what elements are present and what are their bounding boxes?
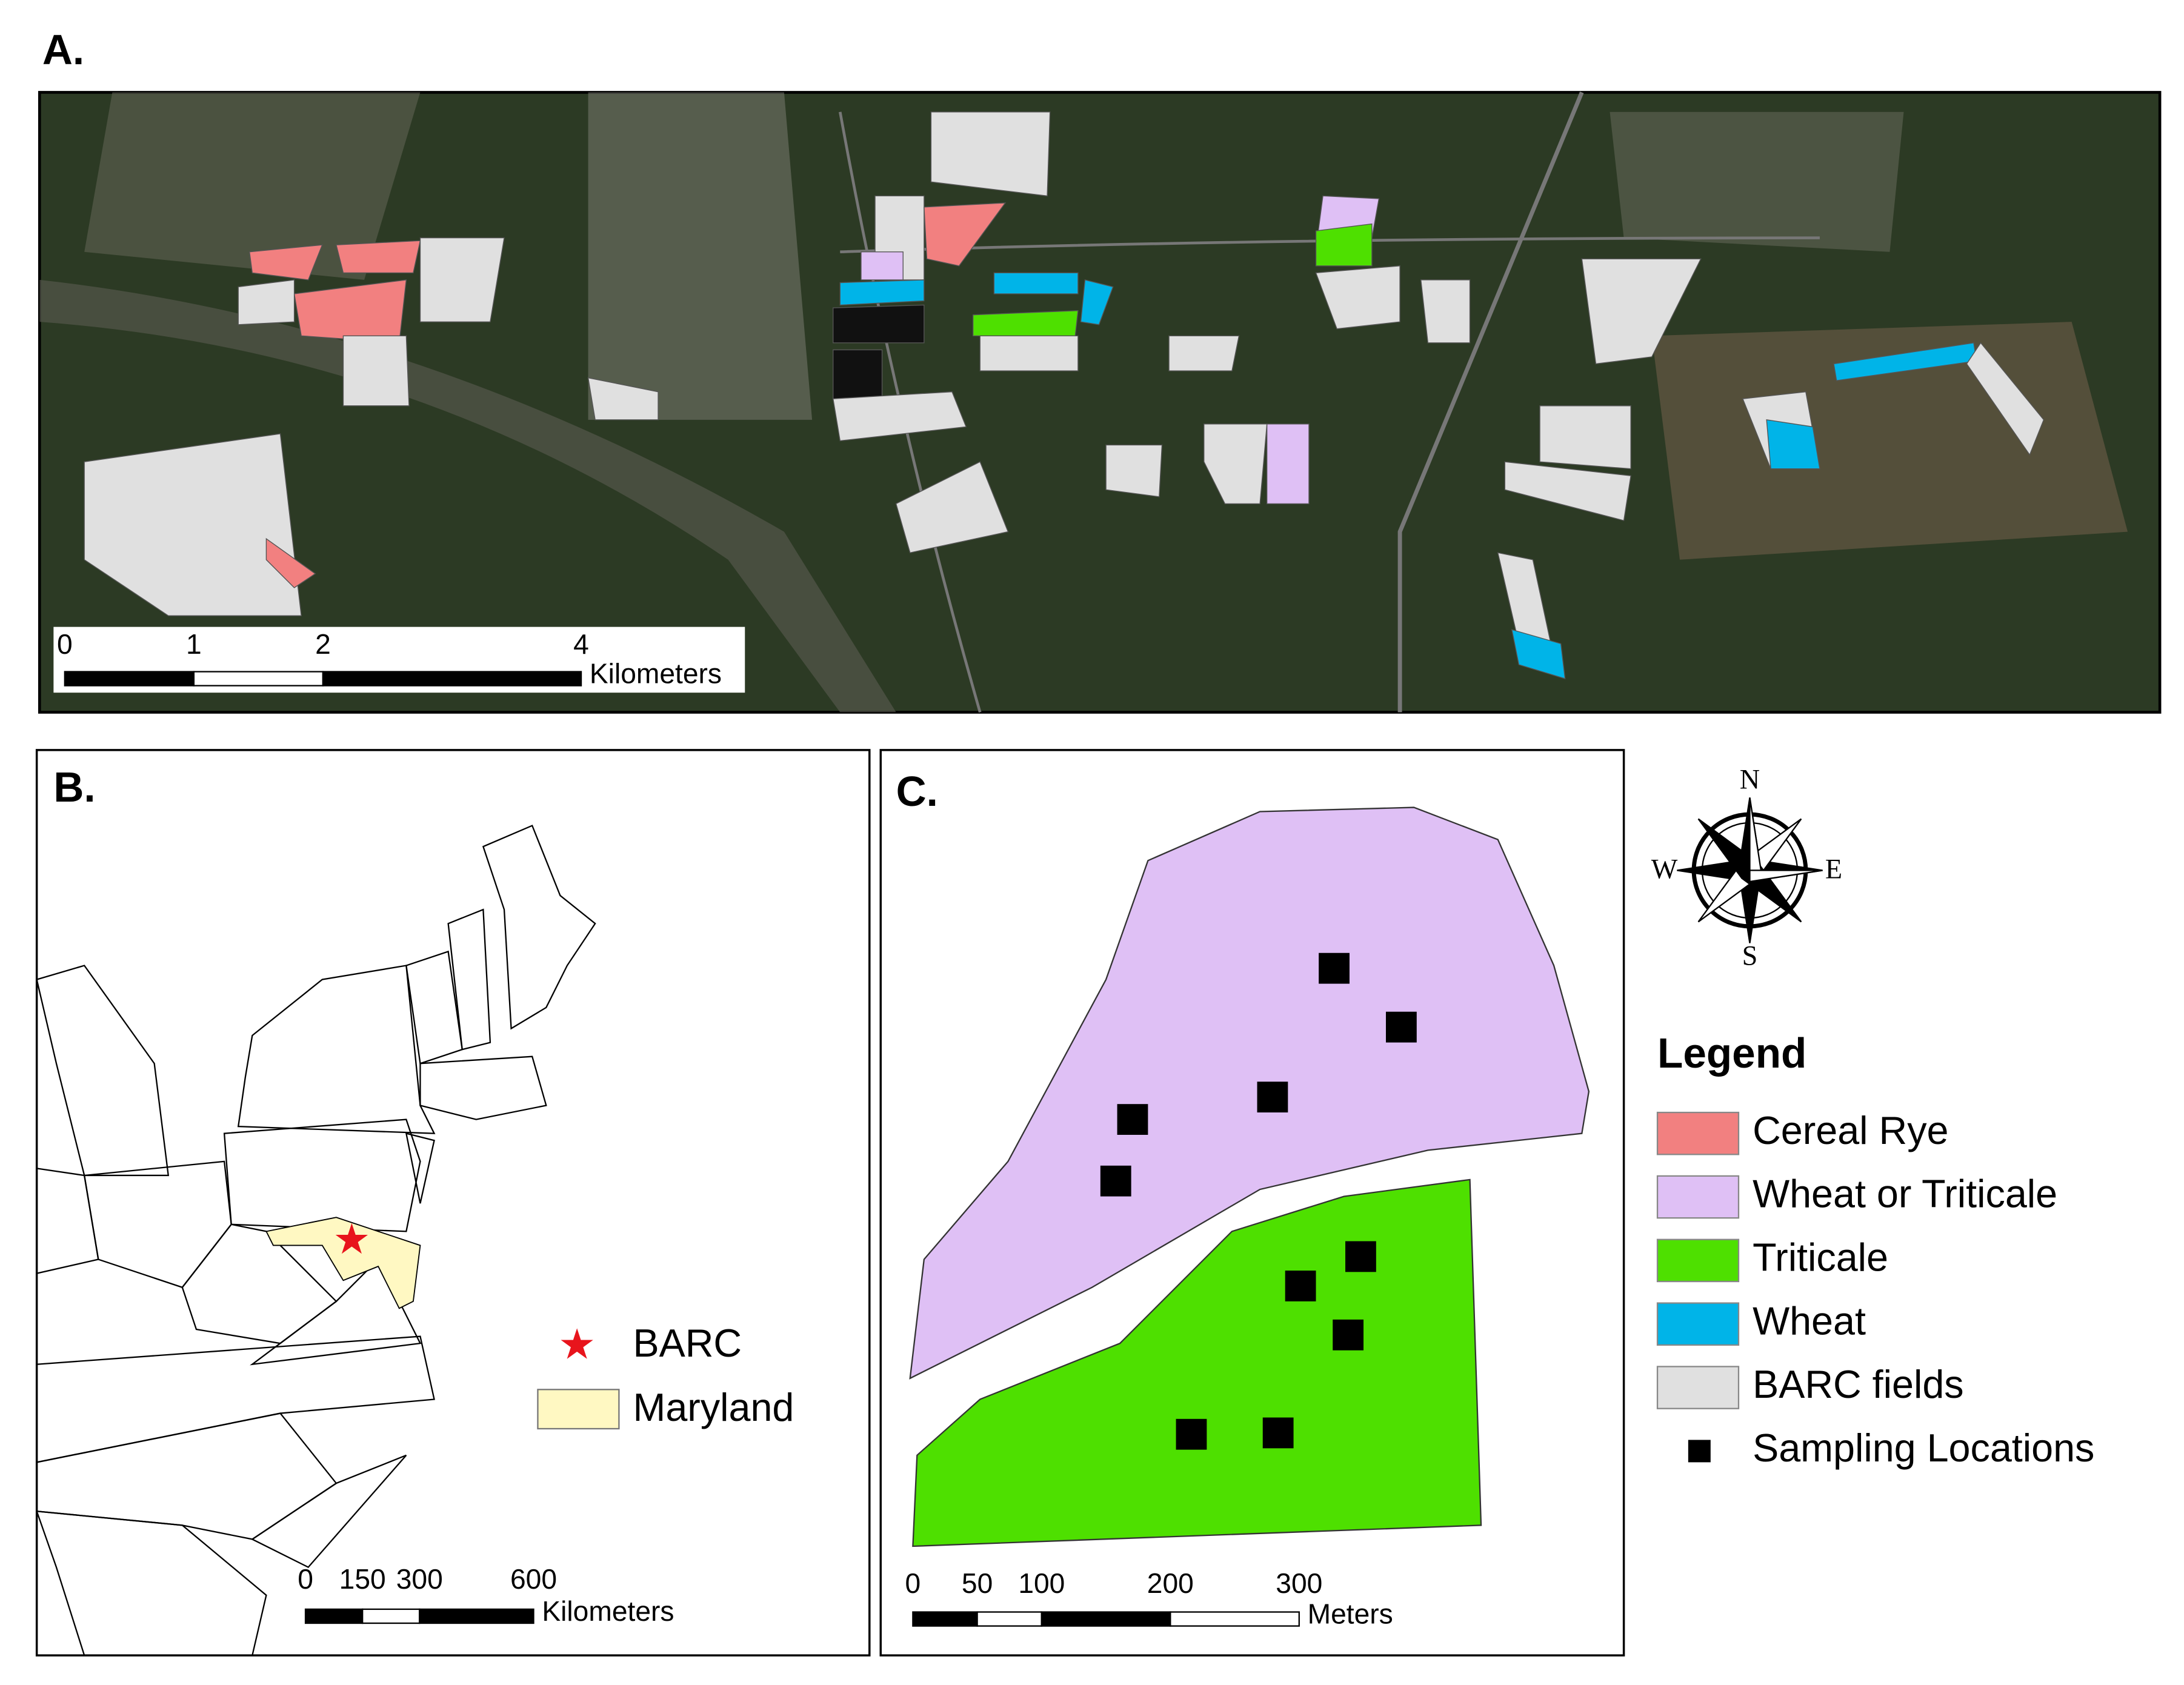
legend-label: Triticale: [1753, 1235, 1888, 1279]
legend-label: Sampling Locations: [1753, 1426, 2094, 1470]
scale-tick-label: 4: [573, 628, 589, 660]
field-polygons: [84, 111, 2045, 680]
legend-swatch: [1656, 1366, 1740, 1409]
legend-label: BARC: [633, 1321, 742, 1365]
scale-tick-label: 100: [1018, 1567, 1065, 1599]
panel-label: B.: [53, 763, 95, 811]
legend-label: Wheat: [1753, 1298, 1866, 1343]
scale-tick-label: 300: [396, 1563, 443, 1595]
legend-swatch: [1656, 1111, 1740, 1155]
compass-label: S: [1742, 940, 1758, 971]
scale-segment: [322, 671, 582, 686]
star-marker: ★: [333, 1215, 370, 1263]
legend: ★ ★ BARC Maryland: [333, 1215, 794, 1430]
legend-swatch: [1688, 1440, 1711, 1463]
maryland: [265, 1217, 421, 1309]
sampling-locations: [1100, 952, 1417, 1450]
scale-unit: Kilometers: [590, 658, 722, 690]
legend: Cereal Rye Wheat or Triticale Triticale Whe…: [1656, 1108, 2094, 1470]
scale-tick-label: 50: [962, 1567, 993, 1599]
scale-tick-label: 150: [339, 1563, 386, 1595]
compass-label: N: [1740, 764, 1760, 795]
field: [909, 806, 1590, 1380]
scale-segment: [1170, 1611, 1300, 1627]
scale-tick-label: 0: [298, 1563, 313, 1595]
scale-tick-label: 200: [1147, 1567, 1194, 1599]
compass-label: W: [1651, 853, 1678, 884]
legend-label: Maryland: [633, 1385, 794, 1429]
legend-swatch: [1656, 1238, 1740, 1283]
scale-tick-label: 300: [1276, 1567, 1322, 1599]
scale-tick-label: 0: [905, 1567, 921, 1599]
scale-tick-label: 600: [510, 1563, 557, 1595]
scale-segment: [1040, 1611, 1171, 1627]
star-marker: ★: [558, 1320, 596, 1368]
scale-segment: [976, 1611, 1043, 1627]
legend-swatch: [537, 1389, 620, 1430]
scale-segment: [362, 1608, 421, 1624]
panel-label: A.: [42, 26, 84, 73]
legend-title: Legend: [1657, 1029, 1806, 1077]
legend-label: Cereal Rye: [1753, 1108, 1948, 1152]
legend-label: BARC fields: [1753, 1362, 1964, 1406]
scale-tick-label: 2: [315, 628, 331, 660]
scale-unit: Kilometers: [542, 1595, 674, 1627]
field: [912, 1178, 1482, 1547]
scale-segment: [64, 671, 195, 686]
scale-unit: Meters: [1308, 1598, 1393, 1630]
scale-segment: [912, 1611, 978, 1627]
legend-label: Wheat or Triticale: [1753, 1172, 2057, 1216]
scale-tick-label: 0: [57, 628, 73, 660]
panel-frame: [35, 749, 871, 1657]
panel-label: C.: [896, 768, 938, 815]
scale-segment: [193, 671, 324, 686]
compass-rose: N S E W: [1651, 764, 1842, 971]
scale-tick-label: 1: [186, 628, 202, 660]
scale-segment: [419, 1608, 534, 1624]
scale-segment: [304, 1608, 364, 1624]
legend-swatch: [1656, 1302, 1740, 1346]
state-outlines: [35, 825, 596, 1657]
compass-label: E: [1825, 853, 1842, 884]
legend-swatch: [1656, 1175, 1740, 1219]
